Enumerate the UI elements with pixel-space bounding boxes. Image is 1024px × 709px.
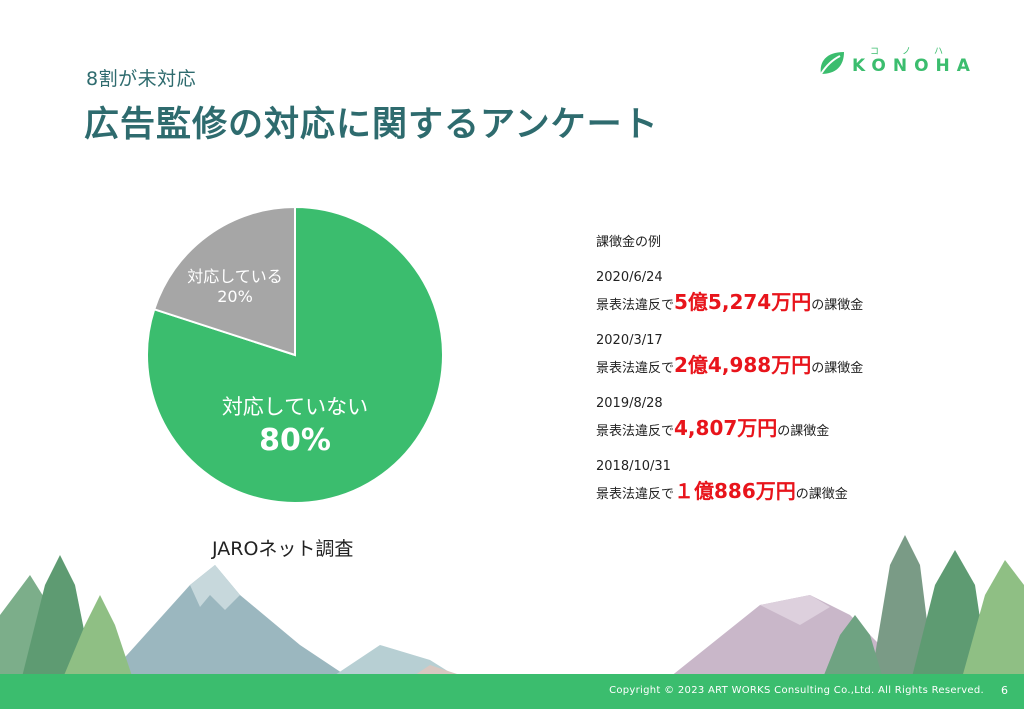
fine-examples-heading: 課徴金の例	[596, 235, 662, 250]
pie-chart: 対応している 20% 対応していない 80%	[145, 205, 445, 505]
fine-case-amount: 4,807万円	[674, 416, 778, 440]
fine-case-amount: １億886万円	[674, 479, 796, 503]
slice-label-responding-value: 20%	[217, 287, 253, 306]
mountain-forest-illustration	[0, 535, 1024, 685]
fine-case-suffix: の課徴金	[811, 361, 864, 376]
fine-case: 2018/10/31 景表法違反で１億886万円の課徴金	[596, 457, 996, 509]
fine-case-date: 2020/3/17	[596, 333, 663, 348]
fine-case-line: 景表法違反で１億886万円の課徴金	[596, 477, 996, 509]
fine-case-date: 2019/8/28	[596, 396, 663, 411]
logo-ruby-ha: ハ	[934, 47, 944, 57]
logo-ruby-ko: コ	[870, 47, 880, 57]
survey-source: JAROネット調査	[212, 538, 354, 560]
fine-case: 2020/3/17 景表法違反で2億4,988万円の課徴金	[596, 331, 996, 383]
slide-title: 広告監修の対応に関するアンケート	[84, 105, 659, 145]
fine-case: 2020/6/24 景表法違反で5億5,274万円の課徴金	[596, 268, 996, 320]
fine-case-prefix: 景表法違反で	[596, 298, 675, 313]
fine-case-prefix: 景表法違反で	[596, 424, 675, 439]
fine-case-suffix: の課徴金	[777, 424, 830, 439]
slice-label-not-responding-value: 80%	[259, 423, 331, 458]
fine-case-suffix: の課徴金	[795, 487, 848, 502]
logo-wordmark: KONOHA	[852, 56, 977, 76]
logo-ruby-no: ノ	[902, 47, 912, 57]
fine-case-line: 景表法違反で4,807万円の課徴金	[596, 414, 996, 446]
slice-label-responding: 対応している 20%	[165, 263, 305, 306]
slice-label-not-responding-text: 対応していない	[221, 395, 369, 419]
leaf-icon	[820, 52, 844, 75]
slice-label-responding-text: 対応している	[187, 267, 283, 286]
fine-examples: 課徴金の例 2020/6/24 景表法違反で5億5,274万円の課徴金 2020…	[596, 231, 996, 520]
fine-case-amount: 2億4,988万円	[674, 353, 812, 377]
fine-case-suffix: の課徴金	[811, 298, 864, 313]
fine-case-prefix: 景表法違反で	[596, 487, 675, 502]
fine-case-amount: 5億5,274万円	[674, 290, 812, 314]
fine-case-line: 景表法違反で5億5,274万円の課徴金	[596, 288, 996, 320]
pie-chart-svg	[146, 205, 444, 504]
copyright-text: Copyright © 2023 ART WORKS Consulting Co…	[609, 685, 984, 696]
footer-bar: Copyright © 2023 ART WORKS Consulting Co…	[0, 674, 1024, 709]
pie-slice-responding	[152, 205, 296, 357]
page-number: 6	[1001, 684, 1008, 697]
fine-case: 2019/8/28 景表法違反で4,807万円の課徴金	[596, 394, 996, 446]
konoha-logo: コ ノ ハ KONOHA	[818, 44, 978, 84]
slide-subtitle: 8割が未対応	[86, 68, 197, 90]
slice-label-not-responding: 対応していない 80%	[185, 391, 405, 458]
fine-case-date: 2020/6/24	[596, 270, 663, 285]
fine-case-date: 2018/10/31	[596, 459, 671, 474]
fine-case-line: 景表法違反で2億4,988万円の課徴金	[596, 351, 996, 383]
fine-case-prefix: 景表法違反で	[596, 361, 675, 376]
